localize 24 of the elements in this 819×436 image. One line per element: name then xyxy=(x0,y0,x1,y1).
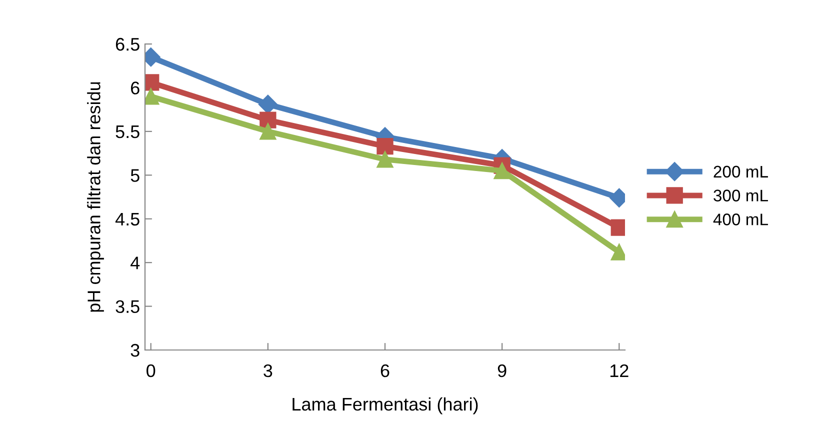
y-tick-label: 3 xyxy=(130,344,140,357)
point xyxy=(260,112,276,128)
y-tick-label: 4.5 xyxy=(115,212,140,226)
y-tick-label: 3.5 xyxy=(116,300,140,314)
point xyxy=(258,94,278,114)
y-tick-label: 4 xyxy=(130,256,140,270)
point xyxy=(376,151,394,168)
y-tick-label: 6.5 xyxy=(116,38,140,51)
x-tick-label: 12 xyxy=(610,364,628,377)
y-tick-label: 5 xyxy=(130,169,140,182)
point xyxy=(260,123,276,140)
legend-label: 200 mL xyxy=(714,166,768,178)
legend-label: 400 mL xyxy=(713,214,768,226)
x-tick-label: 6 xyxy=(380,364,390,378)
x-tick-label: 0 xyxy=(146,364,156,378)
x-tick-label: 3 xyxy=(264,364,272,378)
point xyxy=(376,138,394,155)
y-tick-label: 5.5 xyxy=(116,126,140,138)
point xyxy=(494,162,510,180)
legend-label: 300 mL xyxy=(714,190,768,202)
x-axis-title: Lama Fermentasi (hari) xyxy=(292,397,478,414)
y-axis-title: pH cmpuran filtrat dan residu xyxy=(87,82,104,312)
x-tick-label: 9 xyxy=(498,364,506,378)
y-tick-label: 6 xyxy=(131,82,140,94)
